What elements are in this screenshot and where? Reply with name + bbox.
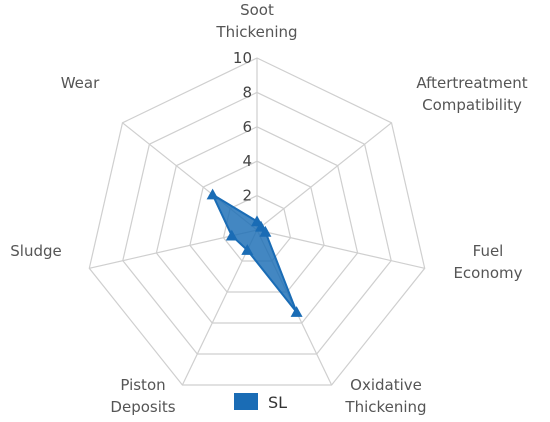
data-point-6: [206, 188, 219, 200]
data-point-5: [225, 229, 238, 241]
tick-label-10: 10: [233, 49, 252, 67]
axis-label-fuel-economy: Fuel Economy: [453, 242, 522, 282]
axis-label-piston-deposits: Piston Deposits: [110, 376, 175, 416]
legend-swatch-sl: [234, 393, 258, 410]
grid-ring-10: [88, 57, 426, 386]
grid-ring-6: [155, 126, 359, 324]
axis-label-oxidative-thickening: Oxidative Thickening: [344, 376, 426, 416]
tick-label-8: 8: [242, 83, 252, 101]
data-point-2: [259, 225, 272, 237]
data-point-3: [290, 306, 303, 317]
tick-label-2: 2: [242, 187, 252, 205]
data-point-4: [241, 244, 254, 255]
series-area-sl: [211, 193, 298, 314]
radar-series: [206, 188, 303, 317]
axis-label-sludge: Sludge: [10, 242, 61, 260]
legend: SL: [234, 393, 287, 412]
legend-label-sl: SL: [268, 393, 287, 412]
axis-label-aftertreatment-compatibility: Aftertreatment Compatibility: [416, 74, 527, 114]
tick-label-6: 6: [242, 118, 252, 136]
radial-tick-labels: 2 4 6 8 10: [233, 49, 252, 205]
axis-label-soot-thickening: Soot Thickening: [215, 1, 297, 41]
spoke-4: [181, 229, 258, 386]
grid-ring-4: [189, 160, 325, 293]
grid-ring-8: [122, 91, 392, 355]
axis-label-wear: Wear: [61, 74, 100, 92]
tick-label-4: 4: [242, 152, 252, 170]
axis-labels: Soot Thickening Aftertreatment Compatibilit…: [10, 1, 527, 416]
spoke-1: [256, 122, 392, 231]
spoke-2: [256, 229, 425, 269]
